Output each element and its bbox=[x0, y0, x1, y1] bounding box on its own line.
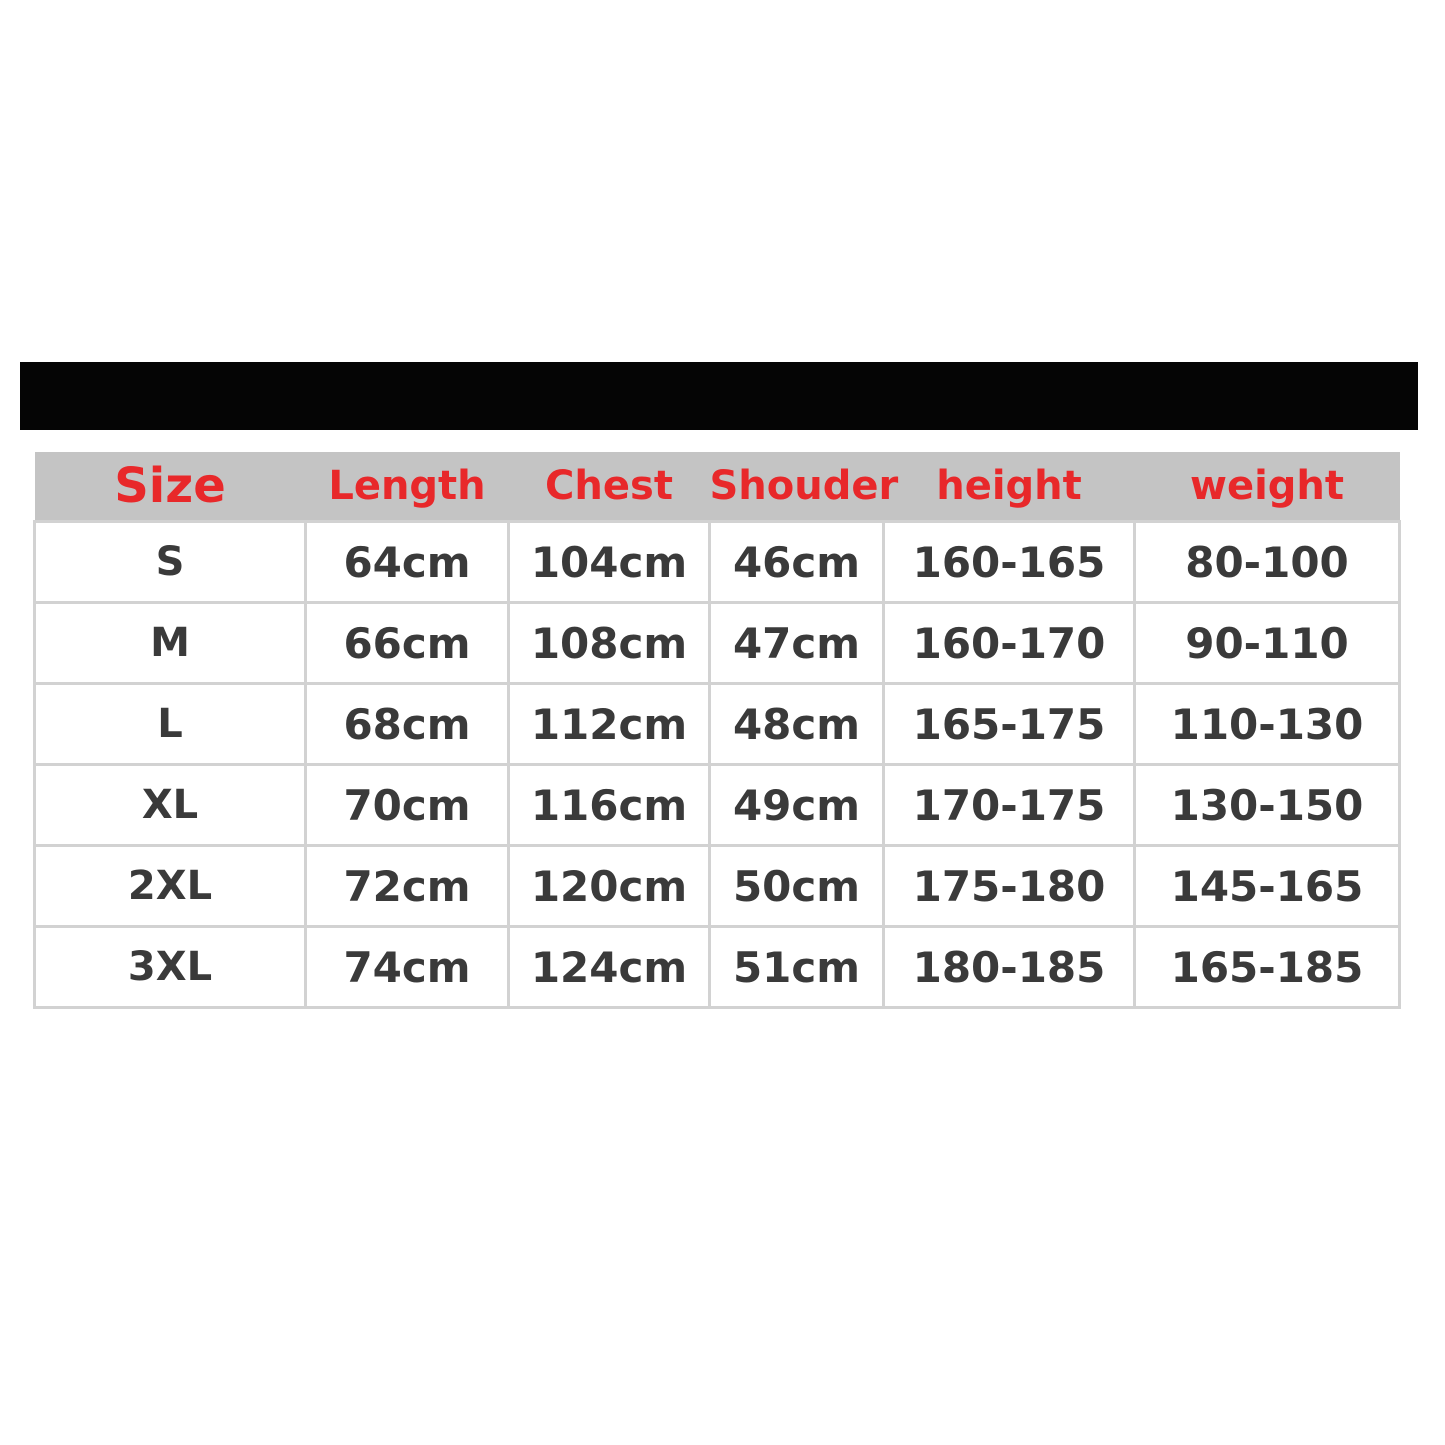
value-cell: 48cm bbox=[708, 682, 885, 766]
table-body: S 64cm 104cm 46cm 160-165 80-100 M 66cm 108cm 47c… bbox=[33, 520, 1401, 1009]
black-banner bbox=[20, 362, 1418, 430]
table-row: L 68cm 112cm 48cm 165-175 110-130 bbox=[33, 682, 1401, 766]
value-cell: 46cm bbox=[708, 520, 885, 604]
value-cell: 50cm bbox=[708, 844, 885, 928]
table-row: S 64cm 104cm 46cm 160-165 80-100 bbox=[33, 520, 1401, 604]
value-cell: 112cm bbox=[507, 682, 711, 766]
column-header: Length bbox=[305, 452, 509, 522]
table-row: 3XL 74cm 124cm 51cm 180-185 165-185 bbox=[33, 925, 1401, 1009]
table-row: XL 70cm 116cm 49cm 170-175 130-150 bbox=[33, 763, 1401, 847]
value-cell: 80-100 bbox=[1133, 520, 1401, 604]
value-cell: 68cm bbox=[304, 682, 510, 766]
value-cell: 47cm bbox=[708, 601, 885, 685]
table-row: M 66cm 108cm 47cm 160-170 90-110 bbox=[33, 601, 1401, 685]
value-cell: 51cm bbox=[708, 925, 885, 1009]
value-cell: 130-150 bbox=[1133, 763, 1401, 847]
value-cell: 160-170 bbox=[882, 601, 1136, 685]
value-cell: 49cm bbox=[708, 763, 885, 847]
size-cell: 2XL bbox=[33, 844, 307, 928]
value-cell: 66cm bbox=[304, 601, 510, 685]
size-cell: S bbox=[33, 520, 307, 604]
value-cell: 108cm bbox=[507, 601, 711, 685]
value-cell: 145-165 bbox=[1133, 844, 1401, 928]
value-cell: 165-185 bbox=[1133, 925, 1401, 1009]
value-cell: 110-130 bbox=[1133, 682, 1401, 766]
value-cell: 116cm bbox=[507, 763, 711, 847]
value-cell: 124cm bbox=[507, 925, 711, 1009]
column-header: weight bbox=[1134, 452, 1400, 522]
value-cell: 120cm bbox=[507, 844, 711, 928]
column-header: height bbox=[883, 452, 1135, 522]
column-header: Size bbox=[34, 452, 306, 522]
value-cell: 180-185 bbox=[882, 925, 1136, 1009]
value-cell: 175-180 bbox=[882, 844, 1136, 928]
value-cell: 74cm bbox=[304, 925, 510, 1009]
size-cell: XL bbox=[33, 763, 307, 847]
value-cell: 64cm bbox=[304, 520, 510, 604]
size-cell: M bbox=[33, 601, 307, 685]
value-cell: 165-175 bbox=[882, 682, 1136, 766]
size-chart-table: Size Length Chest Shouder height weight S 64cm… bbox=[33, 452, 1401, 1009]
value-cell: 170-175 bbox=[882, 763, 1136, 847]
value-cell: 104cm bbox=[507, 520, 711, 604]
size-cell: 3XL bbox=[33, 925, 307, 1009]
header-row: Size Length Chest Shouder height weight bbox=[34, 452, 1400, 522]
value-cell: 72cm bbox=[304, 844, 510, 928]
size-cell: L bbox=[33, 682, 307, 766]
value-cell: 160-165 bbox=[882, 520, 1136, 604]
column-header: Shouder bbox=[709, 452, 898, 522]
table-row: 2XL 72cm 120cm 50cm 175-180 145-165 bbox=[33, 844, 1401, 928]
column-header: Chest bbox=[508, 452, 710, 522]
value-cell: 90-110 bbox=[1133, 601, 1401, 685]
value-cell: 70cm bbox=[304, 763, 510, 847]
